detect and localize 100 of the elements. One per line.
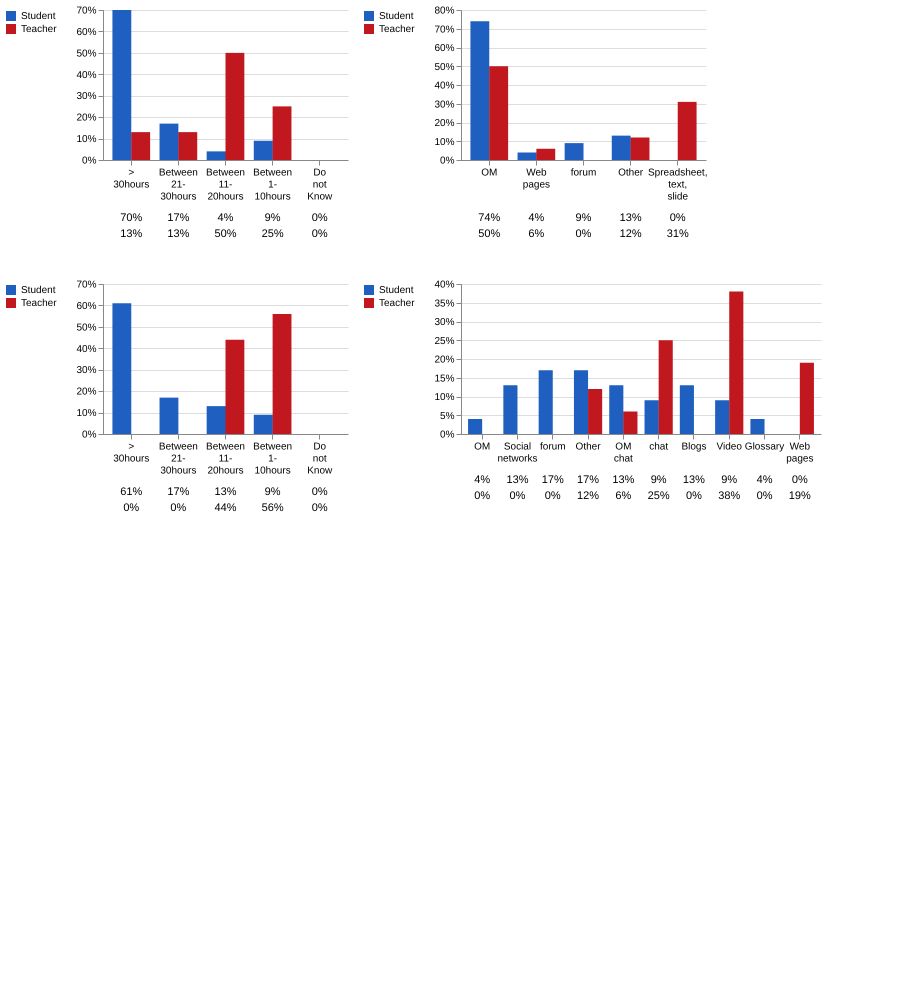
bar <box>536 148 556 160</box>
y-tick-label: 70% <box>434 24 455 36</box>
data-label: 50% <box>478 228 500 240</box>
data-label: 0% <box>312 212 328 224</box>
data-label: 4% <box>528 212 545 224</box>
data-label: 0% <box>312 486 328 498</box>
x-tick-label: chat <box>649 442 668 452</box>
y-tick-label: 20% <box>76 386 97 398</box>
data-label: 0% <box>474 490 490 502</box>
data-label: 13% <box>167 228 190 240</box>
y-tick-label: 50% <box>76 322 97 334</box>
bar <box>178 132 198 160</box>
x-tick-label: Video <box>716 442 742 452</box>
data-label: 38% <box>718 490 740 502</box>
x-tick-label: Web pages <box>522 168 550 190</box>
bar <box>489 66 508 160</box>
x-tick-label: forum <box>540 442 566 452</box>
bar <box>226 52 244 160</box>
data-label: 25% <box>262 228 284 240</box>
x-tick-label: Between 21-30hours <box>158 168 198 202</box>
bar <box>538 370 553 434</box>
bar <box>574 370 588 434</box>
bar <box>468 419 482 434</box>
y-tick-label: 60% <box>76 300 97 312</box>
data-label: 0% <box>312 228 328 240</box>
bar <box>680 385 694 434</box>
bar <box>729 292 744 434</box>
bar <box>226 340 244 434</box>
data-label: 50% <box>214 228 237 240</box>
legend-label: Student <box>21 285 56 296</box>
data-label: 0% <box>756 490 773 502</box>
x-tick-label: OM <box>474 442 490 452</box>
x-tick-label: OM <box>481 168 498 178</box>
data-label: 13% <box>214 486 237 498</box>
y-tick-label: 30% <box>434 99 455 110</box>
y-tick-label: 20% <box>434 354 455 366</box>
data-label: 13% <box>120 228 142 240</box>
data-label: 12% <box>620 228 642 240</box>
y-tick-label: 0% <box>82 430 97 440</box>
y-tick-label: 0% <box>82 156 97 166</box>
y-tick-label: 15% <box>434 373 455 384</box>
bar <box>612 136 631 160</box>
data-label: 70% <box>120 212 142 224</box>
data-label: 17% <box>542 474 564 486</box>
x-tick-label: > 30hours <box>113 168 150 190</box>
data-label: 61% <box>120 486 142 498</box>
data-label: 0% <box>123 502 140 514</box>
bar <box>470 21 490 160</box>
x-tick-label: Between 11-20hours <box>206 442 245 476</box>
legend-label: Teacher <box>379 298 416 309</box>
data-label: 0% <box>510 490 526 502</box>
data-label: 0% <box>576 228 592 240</box>
y-tick-label: 30% <box>76 91 97 102</box>
y-tick-label: 40% <box>434 80 455 92</box>
data-label: 17% <box>167 486 190 498</box>
bar <box>609 385 624 434</box>
data-label: 0% <box>792 474 808 486</box>
y-tick-label: 30% <box>76 365 97 376</box>
data-label: 17% <box>167 212 190 224</box>
bar <box>623 412 638 434</box>
y-tick-label: 70% <box>76 280 97 290</box>
bar <box>678 102 697 160</box>
data-label: 44% <box>214 502 237 514</box>
data-label: 9% <box>264 486 281 498</box>
x-tick-label: Spreadsheet, text, slide <box>648 168 708 202</box>
data-label: 13% <box>682 474 706 486</box>
data-label: 0% <box>312 502 328 514</box>
y-tick-label: 30% <box>434 317 455 328</box>
x-tick-label: Blogs <box>681 442 706 452</box>
x-tick-label: > 30hours <box>113 442 150 464</box>
data-label: 13% <box>612 474 635 486</box>
bar <box>160 398 178 434</box>
bar <box>254 140 273 160</box>
bar <box>750 419 765 434</box>
bar <box>112 10 132 160</box>
y-tick-label: 0% <box>440 430 455 440</box>
bar <box>272 106 292 160</box>
y-tick-label: 0% <box>440 156 455 166</box>
data-label: 31% <box>666 228 689 240</box>
bar <box>518 152 536 160</box>
legend-label: Student <box>379 285 414 296</box>
x-tick-label: Between 11-20hours <box>206 168 245 202</box>
data-label: 25% <box>648 490 670 502</box>
data-label: 0% <box>544 490 561 502</box>
y-tick-label: 10% <box>76 408 97 420</box>
bar <box>564 143 584 160</box>
data-label: 9% <box>650 474 667 486</box>
y-tick-label: 40% <box>76 70 97 81</box>
data-label: 0% <box>170 502 187 514</box>
x-tick-label: Social networks <box>497 442 538 464</box>
y-tick-label: 70% <box>76 6 97 16</box>
y-tick-label: 20% <box>76 112 97 124</box>
bar <box>588 389 602 434</box>
y-tick-label: 50% <box>76 48 97 60</box>
data-label: 6% <box>615 490 632 502</box>
legend-label: Student <box>379 11 414 22</box>
bar <box>715 400 730 434</box>
data-label: 9% <box>576 212 592 224</box>
data-label: 9% <box>264 212 281 224</box>
x-tick-label: Do not Know <box>307 442 334 476</box>
